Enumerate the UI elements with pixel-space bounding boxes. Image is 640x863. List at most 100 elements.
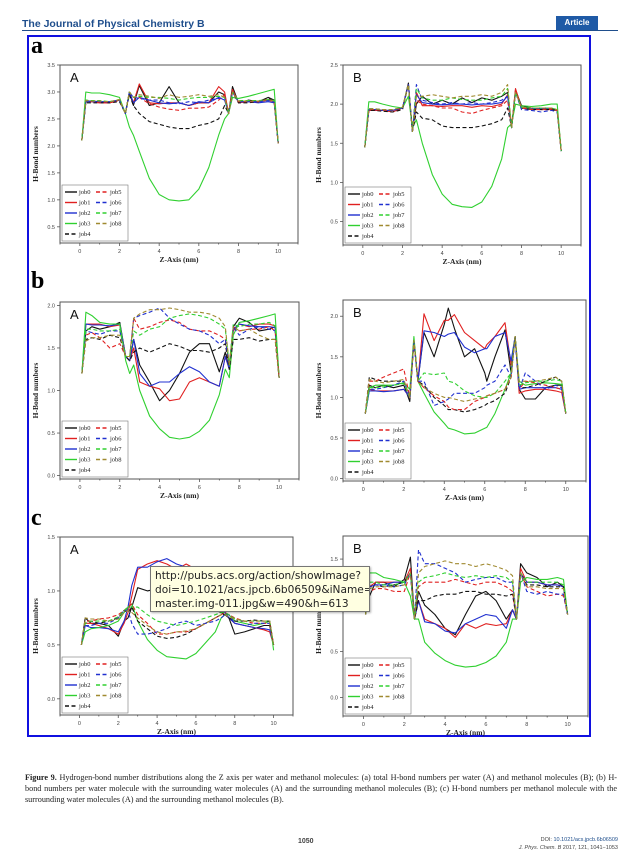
tooltip-line: doi=10.1021/acs.jpcb.6b06509&iName= (155, 584, 370, 596)
series-line-job3 (364, 335, 567, 435)
legend-label: job5 (392, 427, 405, 434)
y-tick-label: 0.5 (47, 225, 55, 231)
x-tick-label: 4 (158, 485, 161, 491)
x-tick-label: 2 (118, 249, 121, 255)
x-tick-label: 2 (403, 722, 406, 728)
y-tick-label: 3.5 (47, 63, 55, 69)
y-tick-label: 1.5 (330, 557, 338, 563)
series-line-job8 (364, 560, 569, 620)
legend-label: job8 (392, 694, 405, 701)
series-line-job6 (364, 335, 567, 414)
series-line-job2 (364, 330, 567, 414)
x-axis-label: Z-Axis (nm) (445, 493, 484, 502)
series-line-job8 (364, 335, 567, 414)
y-tick-label: 1.5 (47, 346, 55, 352)
y-tick-label: 2.5 (47, 117, 55, 123)
x-tick-label: 10 (271, 721, 277, 727)
url-tooltip: http://pubs.acs.org/action/showImage? do… (150, 566, 370, 612)
legend-label: job7 (109, 682, 122, 689)
y-tick-label: 0.5 (47, 643, 55, 649)
legend-label: job2 (361, 212, 374, 219)
legend-label: job2 (361, 448, 374, 455)
x-tick-label: 6 (484, 722, 487, 728)
y-axis-label: H-Bond numbers (314, 598, 323, 654)
x-tick-label: 0 (78, 721, 81, 727)
x-axis-label: Z-Axis (nm) (443, 257, 482, 266)
series-line-job3 (81, 88, 279, 202)
series-line-job1 (81, 323, 280, 402)
legend-label: job7 (392, 448, 405, 455)
y-tick-label: 1.5 (330, 141, 338, 147)
x-axis-label: Z-Axis (nm) (157, 727, 196, 736)
legend-label: job4 (361, 704, 374, 711)
x-tick-label: 10 (565, 722, 571, 728)
legend-label: job3 (78, 457, 91, 464)
y-axis-label: H-Bond numbers (314, 363, 323, 419)
legend-label: job4 (78, 703, 91, 710)
x-tick-label: 8 (238, 485, 241, 491)
y-tick-label: 2.5 (330, 63, 338, 69)
page-number: 1050 (298, 838, 314, 845)
legend-label: job1 (78, 200, 91, 207)
legend-label: job1 (361, 438, 374, 445)
tooltip-line: http://pubs.acs.org/action/showImage? (155, 570, 362, 582)
chart-a-B: 0.5 1.0 1.5 2.0 2.5 0 2 4 6 8 10 Z-Axis (nm) H-Bond … (314, 63, 582, 266)
y-tick-label: 1.0 (47, 589, 55, 595)
figure-frame (27, 35, 591, 737)
header-divider (22, 30, 618, 31)
series-line-job7 (364, 335, 567, 414)
x-axis-label: Z-Axis (nm) (446, 728, 485, 737)
x-tick-label: 10 (276, 485, 282, 491)
y-tick-label: 0.0 (47, 474, 55, 480)
tooltip-line: master.img-011.jpg&w=490&h=613 (155, 598, 349, 610)
legend-label: job3 (361, 694, 374, 701)
series-line-job8 (80, 609, 275, 645)
legend-label: job5 (392, 191, 405, 198)
legend-label: job8 (392, 223, 405, 230)
legend-label: job5 (109, 189, 122, 196)
caption-label: Figure 9. (25, 773, 57, 782)
series-line-job4 (80, 606, 275, 645)
panel-label: A (70, 542, 79, 557)
series-line-job3 (81, 311, 280, 440)
x-tick-label: 6 (480, 251, 483, 257)
panel-letter-b: b (31, 268, 45, 294)
x-tick-label: 8 (525, 722, 528, 728)
legend-label: job6 (392, 673, 405, 680)
doi-link[interactable]: 10.1021/acs.jpcb.6b06509 (553, 837, 618, 843)
series-line-job7 (81, 313, 280, 378)
legend-label: job8 (109, 221, 122, 228)
legend-label: job3 (361, 223, 374, 230)
series-line-job5 (81, 91, 279, 144)
series-line-job6 (81, 307, 280, 378)
legend-label: job7 (109, 446, 122, 453)
x-tick-label: 8 (233, 721, 236, 727)
legend-label: job6 (109, 672, 122, 679)
panel-label: B (353, 541, 362, 556)
legend-label: job6 (392, 438, 405, 445)
legend-label: job0 (78, 661, 91, 668)
x-tick-label: 8 (524, 487, 527, 493)
y-tick-label: 1.5 (47, 171, 55, 177)
legend-label: job1 (78, 436, 91, 443)
y-tick-label: 1.0 (47, 389, 55, 395)
citation-block: DOI: 10.1021/acs.jpcb.6b06509 J. Phys. C… (500, 836, 618, 852)
journal-title: The Journal of Physical Chemistry B (22, 18, 205, 30)
legend-label: job1 (361, 202, 374, 209)
legend-label: job2 (78, 446, 91, 453)
legend-label: job7 (392, 683, 405, 690)
x-tick-label: 6 (483, 487, 486, 493)
legend-label: job7 (109, 210, 122, 217)
series-line-job5 (364, 335, 567, 414)
series-line-job6 (364, 549, 569, 620)
series-line-job4 (364, 84, 562, 152)
x-tick-label: 6 (194, 721, 197, 727)
series-line-job3 (364, 572, 569, 668)
panel-label: B (353, 305, 362, 320)
legend-label: job8 (109, 457, 122, 464)
legend-label: job5 (109, 425, 122, 432)
series-line-job2 (81, 323, 280, 387)
citation-journal: J. Phys. Chem. B (518, 845, 562, 851)
legend-label: job4 (78, 467, 91, 474)
y-tick-label: 0.5 (330, 649, 338, 655)
